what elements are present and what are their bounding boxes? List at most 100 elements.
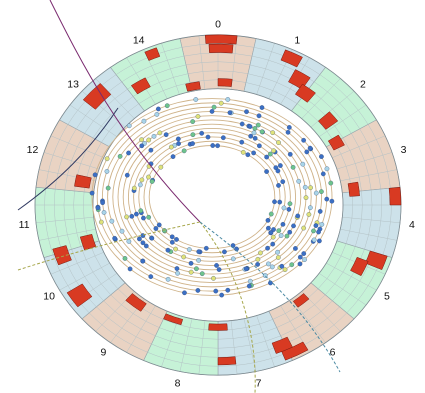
tracker-hit	[163, 132, 169, 137]
tracker-hit	[143, 243, 149, 249]
hit-block	[66, 283, 93, 308]
outer-sector-ring	[34, 34, 402, 376]
tracker-hit	[295, 213, 301, 219]
tracker-hit	[218, 100, 224, 106]
sector-label-9: 9	[100, 347, 106, 359]
tracker-hit	[248, 133, 254, 139]
tracker-hit	[302, 184, 308, 190]
tracker-hit	[122, 256, 128, 261]
sector-label-4: 4	[409, 219, 415, 231]
tracker-hit	[257, 143, 262, 149]
tracker-ring	[127, 127, 297, 267]
tracker-hit	[109, 218, 115, 224]
tracker-hit	[271, 227, 276, 232]
hit-block	[217, 356, 237, 366]
tracker-hit-points	[89, 97, 335, 298]
tracker-hit	[193, 97, 199, 102]
inner-tracker-rings	[91, 98, 333, 296]
tracker-hit	[276, 228, 282, 234]
tracker-hit	[141, 118, 147, 124]
tracker-hit	[146, 174, 151, 180]
tracker-hit	[317, 238, 322, 244]
tracker-hit	[270, 130, 276, 135]
tracker-ring	[148, 145, 276, 249]
tracker-hit	[196, 257, 201, 263]
tracker-hit	[165, 247, 171, 253]
sector-label-5: 5	[384, 291, 390, 303]
tracker-hit	[117, 154, 123, 159]
tracker-hit	[156, 106, 161, 112]
tracker-hit	[271, 148, 276, 154]
calorimeter-hit-blocks	[52, 34, 402, 366]
tracker-hit	[313, 190, 319, 196]
tracker-hit	[255, 262, 260, 267]
hit-block	[317, 111, 339, 130]
sector-label-14: 14	[133, 34, 145, 46]
track-purple	[49, 0, 201, 223]
sector-label-12: 12	[27, 144, 39, 156]
tracker-hit	[95, 205, 101, 211]
sector-cell-divider	[50, 135, 104, 158]
tracker-hit	[311, 228, 316, 234]
tracker-hit	[319, 154, 324, 159]
tracker-hit	[196, 249, 202, 255]
tracker-hit	[313, 223, 319, 228]
sector-label-6: 6	[330, 347, 336, 359]
tracker-hit	[190, 141, 195, 146]
tracker-ring	[133, 132, 291, 262]
sector-cell-divider	[318, 273, 367, 306]
tracker-hit	[174, 266, 180, 271]
tracker-hit	[289, 262, 295, 268]
tracker-hit	[324, 166, 330, 172]
tracker-hit	[278, 163, 283, 168]
hit-block	[350, 256, 369, 277]
tracker-hit	[194, 266, 199, 272]
hit-block	[125, 293, 147, 312]
sector-cell-divider	[43, 152, 100, 170]
hit-block	[271, 336, 293, 354]
hit-block	[163, 313, 184, 326]
tracker-hit	[270, 234, 276, 240]
tracker-hit	[195, 114, 201, 119]
tracker-hit	[246, 283, 252, 289]
tracker-hit	[280, 179, 286, 184]
tracker-hit	[268, 230, 274, 235]
tracker-hit	[290, 164, 296, 170]
tracker-hit	[170, 154, 176, 159]
hit-block	[82, 83, 112, 110]
tracker-hit	[148, 147, 154, 153]
tracker-hit	[316, 229, 321, 235]
hit-block	[130, 77, 151, 95]
tracker-hit	[304, 149, 310, 155]
tracker-hit	[126, 239, 132, 244]
tracker-hit	[148, 274, 154, 279]
tracker-hit	[303, 195, 309, 200]
hit-block	[292, 293, 310, 308]
tracker-hit	[252, 135, 258, 141]
tracker-hit	[251, 150, 256, 156]
sector-cell-divider	[342, 216, 401, 224]
tracker-hit	[287, 151, 293, 157]
sector-cell-divider	[161, 43, 180, 95]
tracker-hit	[239, 121, 245, 127]
tracker-hit	[169, 239, 175, 245]
hit-block	[347, 181, 360, 197]
tracker-hit	[186, 247, 192, 252]
sector-cell-divider	[198, 320, 206, 375]
tracker-hit	[219, 292, 225, 298]
tracker-hit	[126, 123, 132, 129]
tracker-hit	[255, 122, 261, 128]
tracker-hit	[188, 261, 194, 266]
tracker-hit	[317, 209, 323, 214]
sector-label-0: 0	[215, 19, 221, 31]
tracker-hit	[158, 164, 164, 170]
tracker-hit	[319, 222, 325, 227]
tracker-hit	[154, 112, 160, 117]
hit-block	[280, 49, 303, 68]
tracker-hit	[307, 205, 313, 210]
hit-block	[79, 233, 97, 251]
tracker-hit	[129, 213, 135, 219]
tracker-hit	[169, 144, 174, 150]
sector-cell-divider	[256, 315, 275, 367]
